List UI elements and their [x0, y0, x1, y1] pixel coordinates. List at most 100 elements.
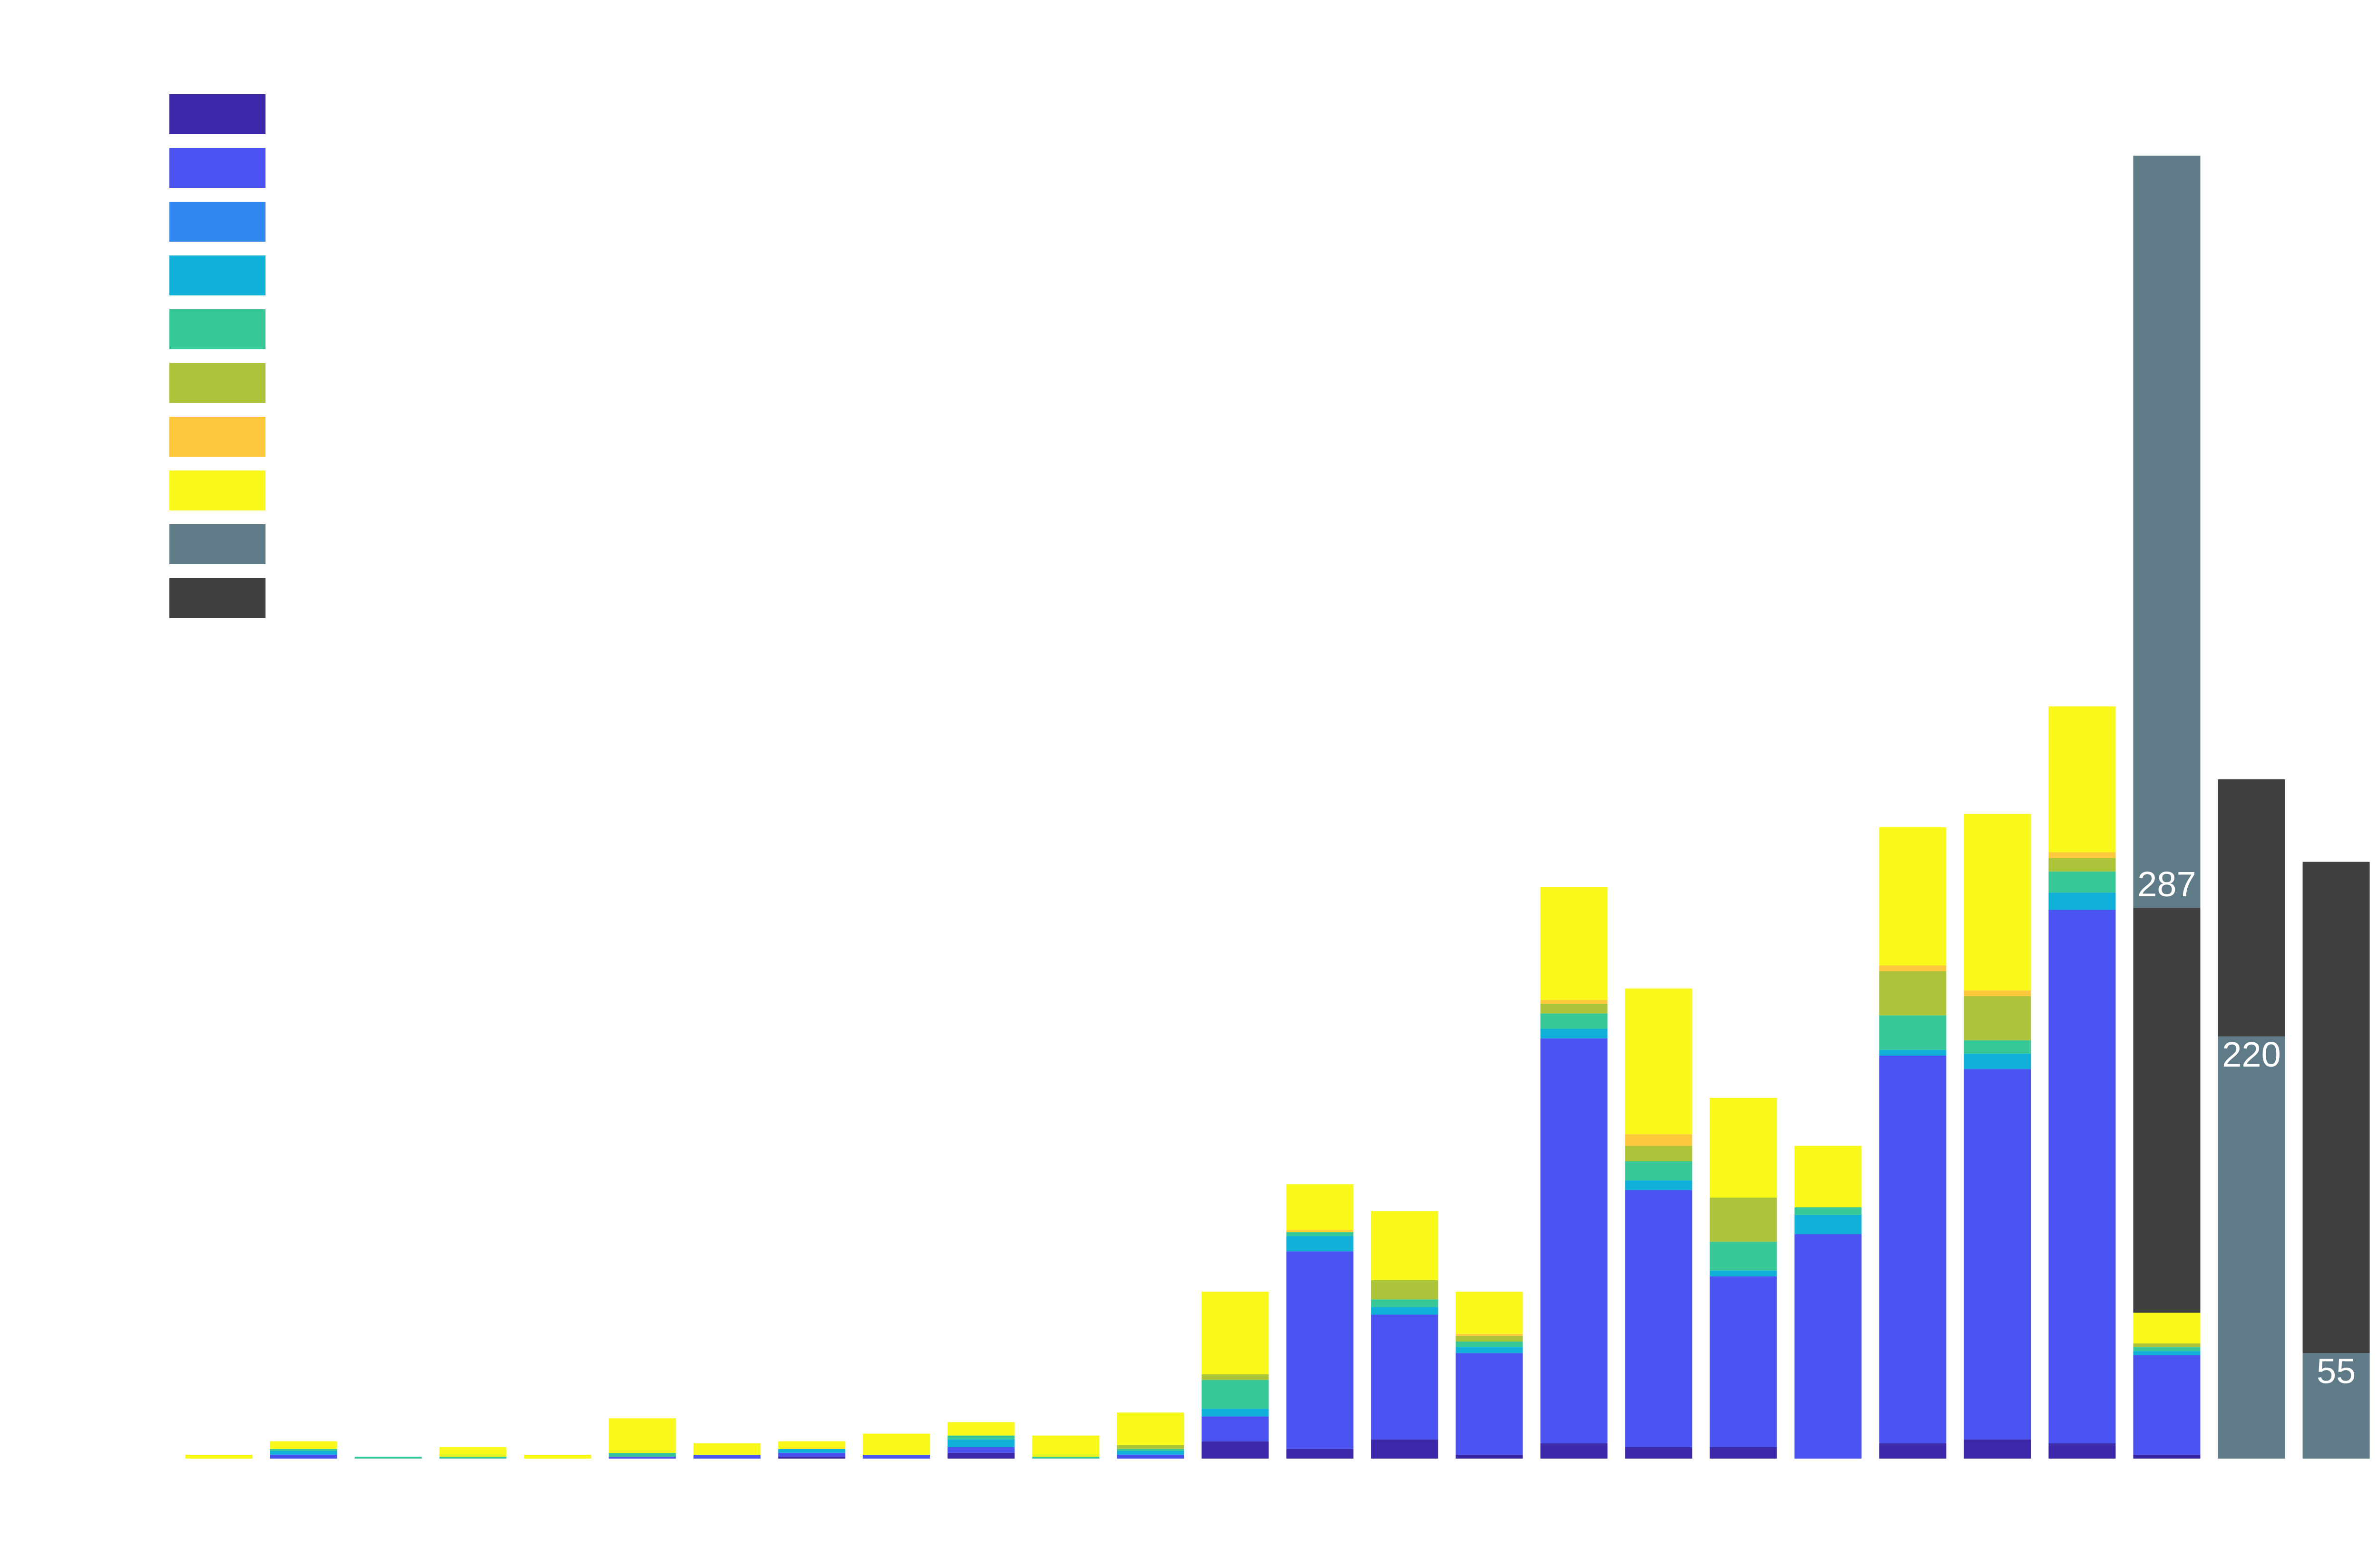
- bar-segment: [1794, 1215, 1862, 1235]
- bar-segment: [2133, 908, 2201, 1313]
- bar-segment: [1879, 827, 1946, 966]
- bar-segment: [1540, 1004, 1608, 1014]
- bar-segment: [1879, 1443, 1946, 1459]
- bar-segment: [270, 1441, 337, 1449]
- bar-segment: [1286, 1449, 1354, 1459]
- bar-segment: [693, 1443, 761, 1455]
- bar-segment: [1286, 1236, 1354, 1252]
- bar-segment: [1286, 1184, 1354, 1231]
- bar-segment: [1455, 1347, 1523, 1353]
- bar-segment: [2048, 706, 2116, 853]
- bar-segment: [1964, 990, 2031, 996]
- bar-segment: [1117, 1412, 1184, 1445]
- legend-swatch: [169, 363, 265, 403]
- bar-segment: [1201, 1441, 1269, 1459]
- bar-segment: [947, 1452, 1015, 1459]
- bar-segment: [1794, 1146, 1862, 1207]
- legend-swatch: [169, 578, 265, 618]
- bar-segment: [1286, 1232, 1354, 1236]
- bar-segment: [1710, 1197, 1777, 1242]
- bar-segment: [2133, 1343, 2201, 1348]
- bar-segment: [1201, 1409, 1269, 1417]
- bar-segment: [2302, 862, 2370, 1353]
- bar-segment: [1540, 1443, 1608, 1459]
- bar-segment: [1625, 1146, 1692, 1161]
- bar-segment: [1540, 1000, 1608, 1004]
- bar-segment: [778, 1449, 845, 1453]
- bar-segment: [1625, 1190, 1692, 1447]
- bar-segment: [1201, 1374, 1269, 1380]
- bar-segment: [270, 1450, 337, 1455]
- bar-segment: [2133, 1313, 2201, 1343]
- bar-segment: [439, 1456, 507, 1459]
- bar-segment: [1201, 1292, 1269, 1374]
- bar-segment: [1964, 996, 2031, 1040]
- bar-segment: [2048, 910, 2116, 1443]
- bar-segment: [778, 1456, 845, 1459]
- bar-segment: [2133, 156, 2201, 908]
- annotation: 287: [2137, 864, 2196, 904]
- bar-segment: [1117, 1450, 1184, 1455]
- bar-segment: [1032, 1456, 1100, 1459]
- bar-segment: [1964, 1439, 2031, 1459]
- bar-segment: [1625, 988, 1692, 1135]
- bar-segment: [1879, 1056, 1946, 1443]
- bar-segment: [1117, 1454, 1184, 1459]
- bar-segment: [863, 1454, 930, 1459]
- legend-swatch: [169, 309, 265, 349]
- bar-segment: [2048, 852, 2116, 858]
- bar-segment: [1625, 1447, 1692, 1459]
- bar-segment: [1794, 1234, 1862, 1459]
- bar-segment: [1371, 1280, 1438, 1300]
- bar-segment: [1117, 1449, 1184, 1451]
- bar-segment: [1540, 1029, 1608, 1039]
- bar-segment: [1879, 1049, 1946, 1056]
- bar-segment: [1371, 1314, 1438, 1440]
- bar-segment: [1286, 1251, 1354, 1449]
- legend-swatch: [169, 202, 265, 242]
- bar-segment: [947, 1447, 1015, 1453]
- bar-segment: [270, 1449, 337, 1451]
- bar-segment: [2048, 871, 2116, 893]
- bar-segment: [1371, 1211, 1438, 1280]
- bar-segment: [1710, 1276, 1777, 1447]
- bar-segment: [2133, 1347, 2201, 1352]
- bar-segment: [1710, 1447, 1777, 1459]
- bar-segment: [1201, 1380, 1269, 1409]
- bar-segment: [947, 1435, 1015, 1440]
- bar-segment: [947, 1439, 1015, 1447]
- legend-swatch: [169, 470, 265, 510]
- bar-segment: [1371, 1307, 1438, 1315]
- bar-segment: [1710, 1242, 1777, 1271]
- bar-segment: [354, 1456, 422, 1459]
- bar-segment: [439, 1447, 507, 1457]
- bar-segment: [1455, 1454, 1523, 1459]
- legend-swatch: [169, 148, 265, 188]
- bar-segment: [778, 1441, 845, 1449]
- legend-swatch: [169, 255, 265, 295]
- bar-segment: [270, 1454, 337, 1459]
- bar-segment: [1455, 1335, 1523, 1342]
- legend-swatch: [169, 94, 265, 134]
- bar-segment: [1371, 1299, 1438, 1307]
- bar-segment: [1964, 1069, 2031, 1440]
- bar-segment: [1455, 1333, 1523, 1336]
- bar-segment: [1879, 1015, 1946, 1050]
- bar-segment: [609, 1452, 676, 1457]
- bar-segment: [1371, 1439, 1438, 1459]
- bar-segment: [1455, 1292, 1523, 1334]
- bar-segment: [2302, 1353, 2370, 1459]
- bar-segment: [1625, 1134, 1692, 1146]
- bar-segment: [947, 1422, 1015, 1436]
- legend-swatch: [169, 524, 265, 564]
- bar-segment: [693, 1454, 761, 1459]
- bar-segment: [1964, 1040, 2031, 1054]
- bar-segment: [1710, 1098, 1777, 1198]
- bar-segment: [1879, 971, 1946, 1016]
- bar-segment: [1032, 1435, 1100, 1457]
- bar-segment: [524, 1454, 591, 1459]
- bar-segment: [1540, 1013, 1608, 1029]
- bar-segment: [2048, 892, 2116, 910]
- bar-segment: [778, 1452, 845, 1457]
